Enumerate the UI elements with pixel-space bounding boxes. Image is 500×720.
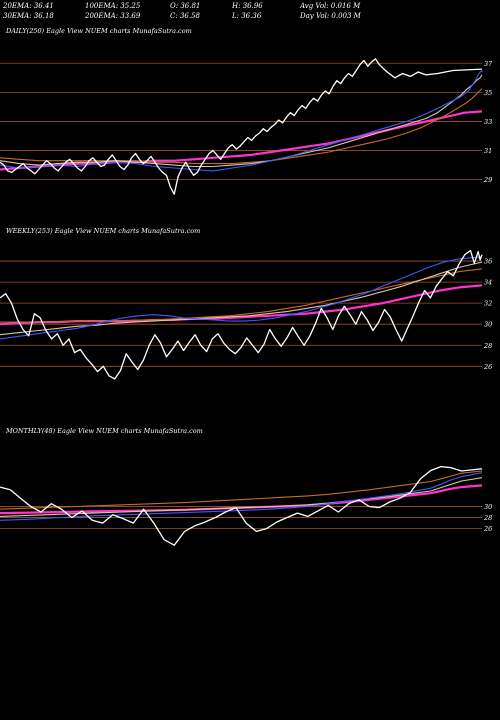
weekly-tick-label: 30 [484,321,492,329]
avg-vol-stat: Avg Vol: 0.016 M [300,2,361,10]
daily-tick-label: 29 [483,176,492,184]
monthly-panel: 30 28 26 [0,465,492,546]
weekly-tick-label: 32 [484,300,492,308]
weekly-ema-fast-line [0,256,483,340]
weekly-ema-mid-line [0,261,483,336]
high-stat: H: 36.96 [232,2,263,10]
daily-ema-slow-line [0,88,483,165]
weekly-tick-label: 26 [483,363,492,371]
ema200-stat: 200EMA: 33.69 [85,12,141,20]
daily-panel-title: DAILY(250) Eagle View NUEM charts Munafa… [6,27,192,35]
monthly-ema-mid-line [0,477,483,517]
daily-ema-long-line [0,110,483,171]
low-stat: L: 36.36 [232,12,262,20]
weekly-tick-label: 28 [483,342,492,350]
monthly-tick-label: 30 [484,503,492,511]
monthly-tick-label: 26 [483,525,492,533]
day-vol-stat: Day Vol: 0.003 M [300,12,361,20]
weekly-ema-slow-line [0,268,483,323]
daily-tick-label: 35 [484,89,492,97]
weekly-tick-label: 34 [484,279,492,287]
monthly-panel-title: MONTHLY(48) Eagle View NUEM charts Munaf… [6,427,203,435]
open-stat: O: 36.81 [170,2,201,10]
monthly-ema-fast-line [0,472,483,521]
weekly-panel: 36 34 32 30 28 26 [0,249,492,380]
monthly-price-line [0,465,483,546]
weekly-price-line [0,249,483,380]
daily-ema-mid-line [0,74,483,168]
weekly-panel-title: WEEKLY(253) Eagle View NUEM charts Munaf… [6,227,201,235]
weekly-ema-long-line [0,284,483,326]
monthly-tick-label: 28 [483,514,492,522]
ema20-stat: 20EMA: 36.41 [3,2,54,10]
monthly-ema-long-line [0,484,483,515]
ema100-stat: 100EMA: 35.25 [85,2,141,10]
daily-ema-fast-line [0,69,483,172]
daily-panel: 37 35 33 31 29 [0,58,493,195]
close-stat: C: 36.58 [170,12,200,20]
monthly-ema-slow-line [0,470,483,510]
daily-price-line [0,58,483,195]
weekly-tick-label: 36 [484,258,492,266]
ema30-stat: 30EMA: 36.18 [3,12,54,20]
daily-tick-label: 33 [484,118,492,126]
daily-tick-label: 37 [484,60,493,68]
daily-tick-label: 31 [484,147,492,155]
